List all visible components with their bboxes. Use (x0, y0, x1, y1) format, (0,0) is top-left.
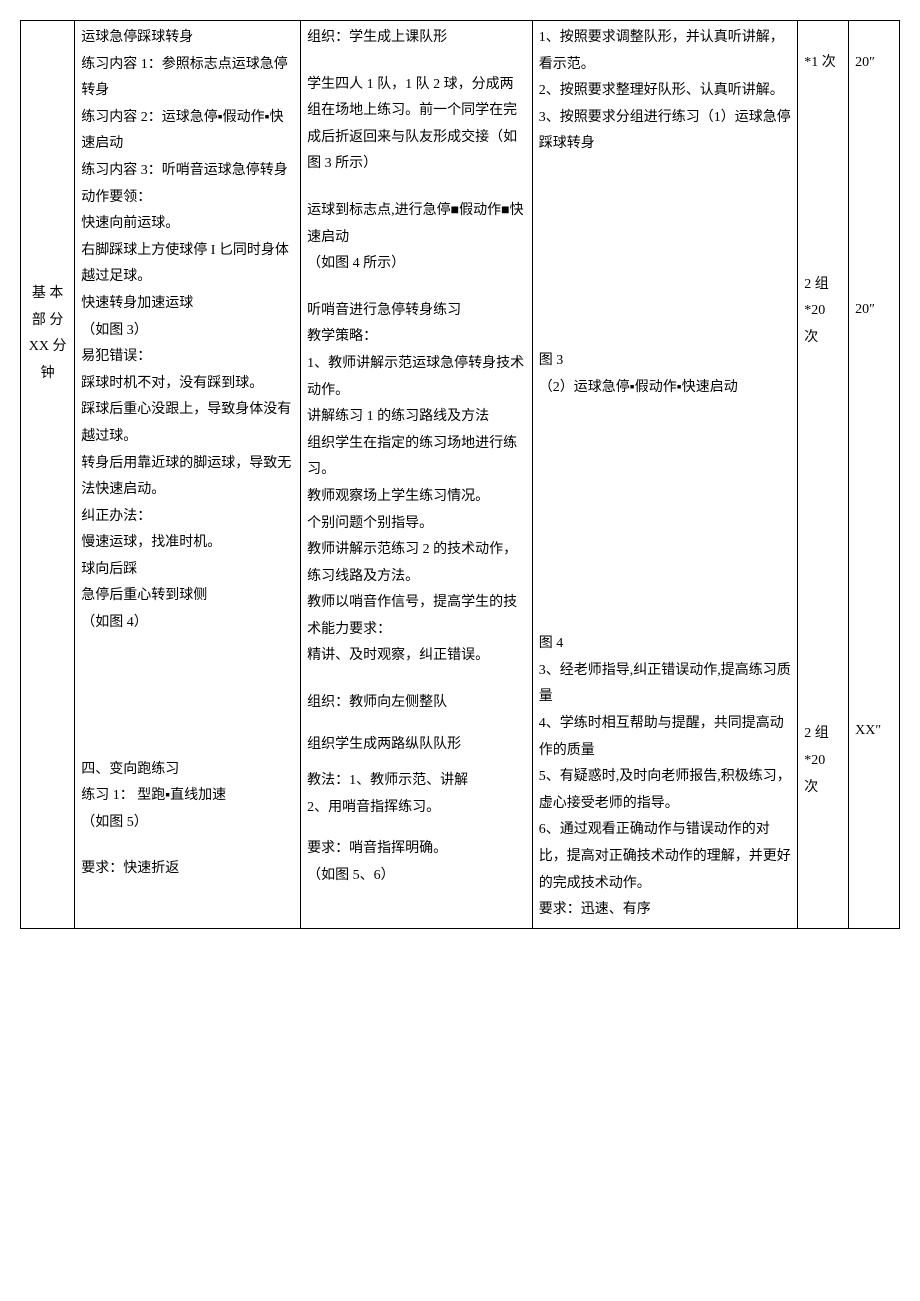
spacer (81, 637, 294, 757)
spacer (539, 158, 792, 348)
spacer (81, 836, 294, 856)
org-p19: 要求：哨音指挥明确。 (307, 836, 526, 863)
spacer (307, 178, 526, 198)
content-p14: 纠正办法： (81, 504, 294, 531)
content-cell: 运球急停踩球转身 练习内容 1：参照标志点运球急停转身 练习内容 2：运球急停▪… (75, 21, 301, 929)
org-p16: 组织学生成两路纵队队形 (307, 732, 526, 759)
content-p4: 练习内容 3：听哨音运球急停转身 (81, 158, 294, 185)
org-p4: （如图 4 所示） (307, 251, 526, 278)
load-p2: 2 组*20 次 (804, 272, 842, 352)
content-p12: 踩球后重心没跟上，导致身体没有越过球。 (81, 397, 294, 450)
req-p3: 3、按照要求分组进行练习（1）运球急停踩球转身 (539, 105, 792, 158)
org-p20: （如图 5、6） (307, 863, 526, 890)
org-p3: 运球到标志点,进行急停■假动作■快速启动 (307, 198, 526, 251)
load-p1: *1 次 (804, 50, 842, 77)
spacer (307, 52, 526, 72)
spacer (855, 25, 893, 50)
req-p7: 3、经老师指导,纠正错误动作,提高练习质量 (539, 658, 792, 711)
content-p18: （如图 4） (81, 610, 294, 637)
load-p3: 2 组*20 次 (804, 721, 842, 801)
content-p6: 快速向前运球。 (81, 211, 294, 238)
org-p5: 听哨音进行急停转身练习 (307, 298, 526, 325)
spacer (307, 670, 526, 690)
content-p10: 易犯错误： (81, 344, 294, 371)
org-p2: 学生四人 1 队，1 队 2 球，分成两组在场地上练习。前一个同学在完成后折返回… (307, 72, 526, 178)
spacer (855, 77, 893, 297)
time-p1: 20″ (855, 50, 893, 77)
org-p17: 教法：1、教师示范、讲解 (307, 768, 526, 795)
org-p13: 教师以哨音作信号，提高学生的技术能力要求： (307, 590, 526, 643)
req-p10: 6、通过观看正确动作与错误动作的对比，提高对正确技术动作的理解，并更好的完成技术… (539, 817, 792, 897)
content-p5: 动作要领： (81, 185, 294, 212)
spacer (307, 821, 526, 836)
time-p2: 20″ (855, 297, 893, 324)
content-p21: （如图 5） (81, 810, 294, 837)
content-p13: 转身后用靠近球的脚运球，导致无法快速启动。 (81, 451, 294, 504)
req-p9: 5、有疑惑时,及时向老师报告,积极练习，虚心接受老师的指导。 (539, 764, 792, 817)
org-p18: 2、用哨音指挥练习。 (307, 795, 526, 822)
org-p14: 精讲、及时观察，纠正错误。 (307, 643, 526, 670)
org-p12: 教师讲解示范练习 2 的技术动作，练习线路及方法。 (307, 537, 526, 590)
time-p3: XX″ (855, 718, 893, 745)
org-p15: 组织：教师向左侧整队 (307, 690, 526, 717)
spacer (307, 278, 526, 298)
load-cell: *1 次 2 组*20 次 2 组*20 次 (798, 21, 849, 929)
req-p1: 1、按照要求调整队形，并认真听讲解，看示范。 (539, 25, 792, 78)
section-label-2: 部 分 (27, 308, 68, 335)
content-p8: 快速转身加速运球 (81, 291, 294, 318)
time-cell: 20″ 20″ XX″ (849, 21, 900, 929)
org-cell: 组织：学生成上课队形 学生四人 1 队，1 队 2 球，分成两组在场地上练习。前… (301, 21, 533, 929)
spacer (307, 758, 526, 768)
req-p4: 图 3 (539, 348, 792, 375)
content-p16: 球向后踩 (81, 557, 294, 584)
spacer (539, 401, 792, 631)
spacer (804, 351, 842, 721)
content-p22: 要求：快速折返 (81, 856, 294, 883)
content-p9: （如图 3） (81, 318, 294, 345)
req-p2: 2、按照要求整理好队形、认真听讲解。 (539, 78, 792, 105)
org-p8: 讲解练习 1 的练习路线及方法 (307, 404, 526, 431)
req-p5: （2）运球急停▪假动作▪快速启动 (539, 375, 792, 402)
lesson-plan-page: 基 本 部 分 XX 分 钟 运球急停踩球转身 练习内容 1：参照标志点运球急停… (20, 20, 900, 929)
req-p6: 图 4 (539, 631, 792, 658)
section-label-4: 钟 (27, 361, 68, 388)
content-p20: 练习 1： 型跑▪直线加速 (81, 783, 294, 810)
content-p15: 慢速运球，找准时机。 (81, 530, 294, 557)
org-p10: 教师观察场上学生练习情况。 (307, 484, 526, 511)
section-label-3: XX 分 (27, 334, 68, 361)
org-p6: 教学策略： (307, 324, 526, 351)
table-row: 基 本 部 分 XX 分 钟 运球急停踩球转身 练习内容 1：参照标志点运球急停… (21, 21, 900, 929)
content-p2: 练习内容 1：参照标志点运球急停转身 (81, 52, 294, 105)
spacer (855, 323, 893, 718)
section-cell: 基 本 部 分 XX 分 钟 (21, 21, 75, 929)
org-p1: 组织：学生成上课队形 (307, 25, 526, 52)
content-p3: 练习内容 2：运球急停▪假动作▪快速启动 (81, 105, 294, 158)
req-p8: 4、学练时相互帮助与提醒，共同提高动作的质量 (539, 711, 792, 764)
org-p7: 1、教师讲解示范运球急停转身技术动作。 (307, 351, 526, 404)
content-p19: 四、变向跑练习 (81, 757, 294, 784)
req-cell: 1、按照要求调整队形，并认真听讲解，看示范。 2、按照要求整理好队形、认真听讲解… (532, 21, 798, 929)
spacer (307, 717, 526, 732)
content-p1: 运球急停踩球转身 (81, 25, 294, 52)
content-p7: 右脚踩球上方使球停 I 匕同时身体越过足球。 (81, 238, 294, 291)
org-p11: 个别问题个别指导。 (307, 511, 526, 538)
spacer (804, 77, 842, 272)
lesson-plan-table: 基 本 部 分 XX 分 钟 运球急停踩球转身 练习内容 1：参照标志点运球急停… (20, 20, 900, 929)
section-label-1: 基 本 (27, 281, 68, 308)
content-p11: 踩球时机不对，没有踩到球。 (81, 371, 294, 398)
org-p9: 组织学生在指定的练习场地进行练习。 (307, 431, 526, 484)
req-p11: 要求：迅速、有序 (539, 897, 792, 924)
spacer (804, 25, 842, 50)
content-p17: 急停后重心转到球侧 (81, 583, 294, 610)
